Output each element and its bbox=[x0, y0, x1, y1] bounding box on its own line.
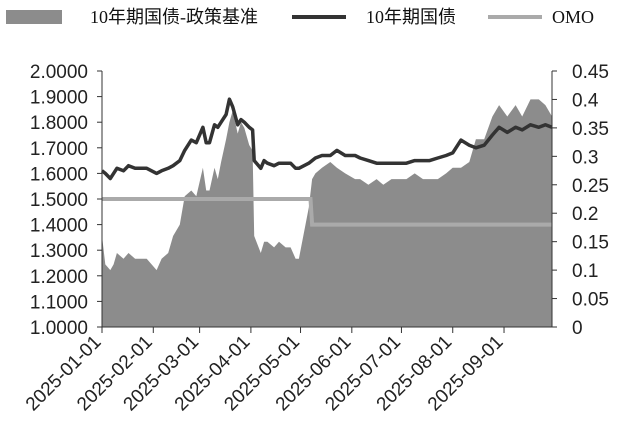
legend-label-omo: OMO bbox=[552, 7, 594, 27]
left-tick-label: 1.9000 bbox=[30, 88, 88, 109]
left-tick-label: 1.8000 bbox=[30, 113, 88, 134]
right-tick-label: 0.25 bbox=[572, 176, 609, 197]
left-tick-label: 1.4000 bbox=[30, 216, 88, 237]
right-tick-label: 0.1 bbox=[572, 261, 598, 282]
series-line-omo bbox=[102, 197, 552, 227]
left-tick-label: 1.1000 bbox=[30, 292, 88, 313]
left-tick-label: 1.3000 bbox=[30, 241, 88, 262]
left-tick-label: 1.0000 bbox=[30, 318, 88, 339]
right-tick-label: 0.2 bbox=[572, 204, 598, 225]
legend: 10年期国债-政策基准 10年期国债 OMO bbox=[6, 7, 594, 27]
right-tick-label: 0.35 bbox=[572, 119, 609, 140]
left-tick-label: 1.2000 bbox=[30, 267, 88, 288]
series-area-spread bbox=[102, 99, 552, 328]
legend-swatch-area bbox=[6, 10, 62, 24]
left-tick-label: 1.7000 bbox=[30, 139, 88, 160]
series-line-10y-yield bbox=[100, 97, 553, 181]
right-tick-label: 0.05 bbox=[572, 290, 609, 311]
left-tick-label: 1.5000 bbox=[30, 190, 88, 211]
legend-label-spread: 10年期国债-政策基准 bbox=[90, 7, 258, 27]
right-tick-label: 0.45 bbox=[572, 62, 609, 83]
right-tick-label: 0.3 bbox=[572, 147, 598, 168]
axes: 1.0000 1.1000 1.2000 1.3000 1.4000 1.5000 1.60… bbox=[22, 62, 609, 415]
right-tick-label: 0 bbox=[572, 318, 583, 339]
plot-area bbox=[100, 97, 553, 328]
legend-label-yield: 10年期国债 bbox=[366, 7, 456, 27]
right-tick-label: 0.15 bbox=[572, 233, 609, 254]
left-tick-label: 1.6000 bbox=[30, 164, 88, 185]
right-tick-label: 0.4 bbox=[572, 90, 599, 111]
left-tick-label: 2.0000 bbox=[30, 62, 88, 83]
